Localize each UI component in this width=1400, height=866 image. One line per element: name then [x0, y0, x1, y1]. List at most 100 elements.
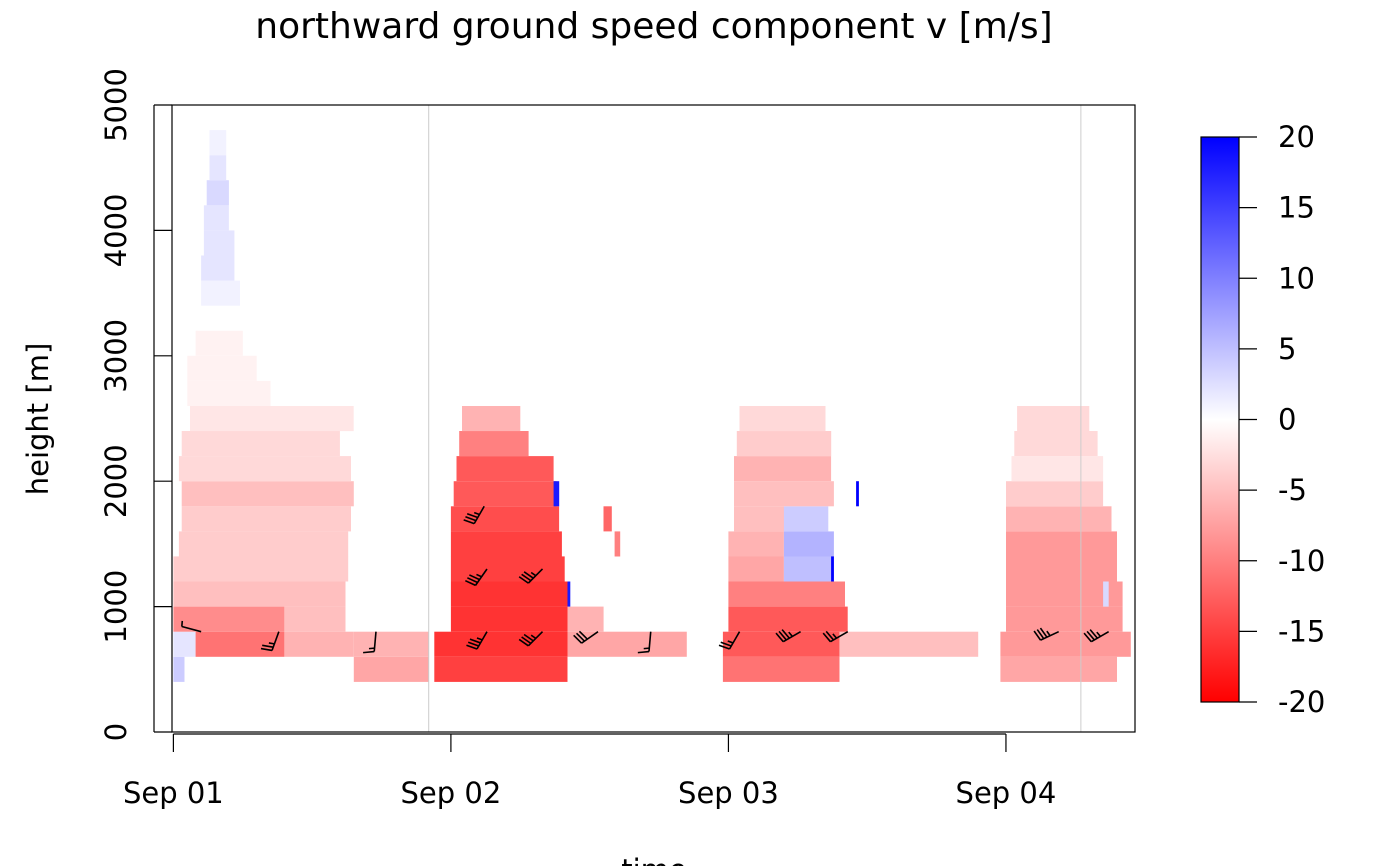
wind-barb-feather	[523, 633, 534, 642]
colorbar-tick-label: 5	[1278, 332, 1296, 366]
colorbar-tick-label: -15	[1278, 614, 1325, 648]
heatmap-cell	[553, 481, 560, 507]
heatmap-cell	[1006, 531, 1117, 557]
wind-barb	[181, 620, 202, 633]
wind-barb-half-feather	[476, 637, 483, 641]
heatmap-cell	[1103, 581, 1109, 607]
colorbar-tick-label: 10	[1278, 261, 1315, 295]
heatmap-cell	[567, 606, 604, 632]
colorbar-tick-label: 0	[1278, 403, 1296, 437]
heatmap-cell	[736, 431, 832, 457]
heatmap-cell	[1017, 406, 1090, 432]
colorbar	[1200, 136, 1240, 703]
wind-barb-feather	[1033, 630, 1042, 641]
heatmap-cell	[831, 556, 834, 582]
colorbar-tick-label: 20	[1278, 120, 1315, 154]
wind-barb-feather	[720, 641, 732, 647]
x-tick-label: Sep 02	[401, 776, 502, 810]
heatmap-cell	[203, 205, 229, 231]
wind-barb-feather	[718, 644, 730, 650]
wind-barb-feather	[523, 571, 534, 579]
heatmap-cell	[1000, 631, 1131, 657]
heatmap-cell	[728, 556, 784, 582]
reference-lines	[428, 105, 1082, 732]
heatmap-cell	[209, 155, 227, 181]
heatmap-cell	[434, 631, 568, 657]
heatmap-cell	[783, 506, 829, 532]
heatmap-cell	[567, 581, 571, 607]
wind-barb-feather	[1036, 629, 1045, 640]
x-tick-label: Sep 01	[123, 776, 224, 810]
heatmap-cell	[206, 180, 229, 206]
wind-barb-feather	[575, 632, 586, 642]
heatmap-cell	[181, 481, 354, 507]
heatmap-cell	[722, 656, 840, 682]
wind-barb-feather	[781, 629, 790, 639]
wind-barb	[1033, 627, 1060, 641]
heatmap-cell	[1006, 606, 1123, 632]
heatmap-cell	[728, 581, 845, 607]
heatmap-cell	[173, 656, 185, 682]
wind-barb-feather	[578, 630, 588, 640]
heatmap-cell	[728, 531, 784, 557]
heatmap-cell	[173, 631, 196, 657]
colorbar-tick-label: 15	[1278, 191, 1315, 225]
heatmap-cell	[1000, 656, 1117, 682]
heatmap-cell	[190, 406, 354, 432]
heatmap-cells	[173, 130, 1131, 682]
y-tick-label: 1000	[99, 570, 133, 644]
heatmap-cell	[734, 506, 784, 532]
heatmap-cell	[728, 606, 848, 632]
wind-barb-half-feather	[643, 647, 650, 650]
wind-barb	[775, 629, 801, 643]
heatmap-cell	[181, 431, 340, 457]
wind-barb-feather	[518, 576, 529, 584]
heatmap-cell	[201, 255, 235, 281]
wind-barb-feather	[260, 647, 273, 652]
heatmap-cell	[1006, 556, 1117, 582]
heatmap-cell	[450, 556, 565, 582]
wind-barb-feather	[463, 519, 475, 525]
wind-barb-feather	[1039, 627, 1048, 638]
wind-barb	[518, 631, 544, 647]
wind-barb-feather	[775, 632, 784, 643]
heatmap-cell	[453, 481, 557, 507]
heatmap-cell	[195, 631, 285, 657]
wind-barb-feather	[466, 644, 478, 650]
wind-barb-feather	[469, 574, 480, 581]
wind-barb-feather	[521, 636, 532, 645]
heatmap-cell	[181, 506, 351, 532]
wind-barb-feather	[573, 634, 583, 644]
heatmap-cell	[734, 456, 832, 482]
wind-barb-feather	[469, 638, 481, 644]
x-tick-label: Sep 03	[678, 776, 779, 810]
wind-barb	[573, 630, 599, 644]
heatmap-cell	[195, 330, 243, 356]
wind-barb	[465, 568, 488, 587]
y-tick-label: 2000	[99, 444, 133, 518]
wind-barb-half-feather	[530, 571, 537, 577]
heatmap-cell	[603, 506, 612, 532]
heatmap-cell	[178, 531, 349, 557]
wind-barb-feather	[262, 644, 274, 648]
y-tick-label: 5000	[99, 68, 133, 142]
heatmap-cell	[450, 506, 560, 532]
chart-title: northward ground speed component v [m/s]	[255, 6, 1052, 47]
wind-barb-feather	[1089, 629, 1098, 639]
wind-barb-feather	[467, 641, 480, 647]
heatmap-cell	[459, 431, 529, 457]
heatmap-cell	[856, 481, 859, 507]
wind-barb	[1083, 629, 1110, 643]
wind-barb-feather	[825, 630, 835, 641]
wind-barb-feather	[778, 630, 787, 641]
y-tick-label: 0	[99, 723, 133, 741]
wind-barb-half-feather	[832, 633, 838, 639]
wind-barb	[718, 631, 741, 650]
wind-barb-feather	[465, 516, 477, 522]
heatmap-cell	[456, 456, 554, 482]
heatmap-cell	[567, 631, 687, 657]
y-axis-label: height [m]	[21, 343, 55, 496]
heatmap-cell	[722, 631, 840, 657]
heatmap-cell	[839, 631, 979, 657]
